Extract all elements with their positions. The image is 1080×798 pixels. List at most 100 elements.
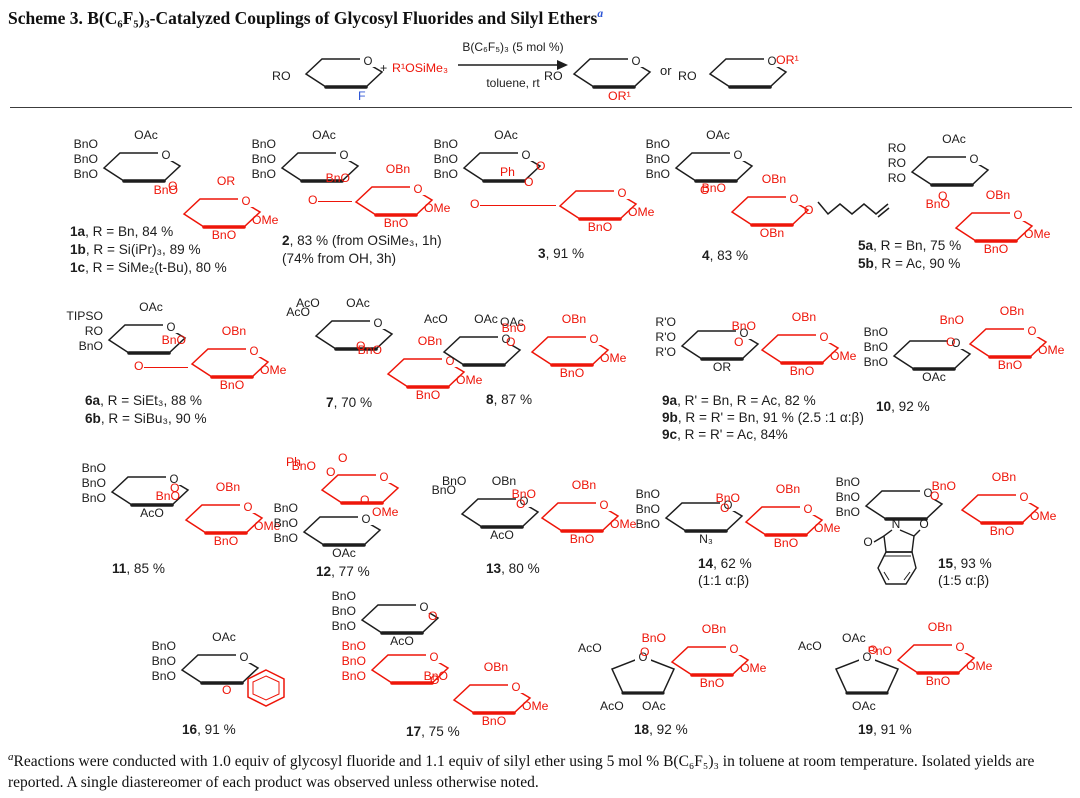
compound-17-sugar-ring-icon: O bbox=[358, 598, 442, 638]
substituent-label: OAc bbox=[494, 128, 518, 142]
scheme-divider-line bbox=[10, 107, 1072, 108]
substituent-label: BnO bbox=[997, 358, 1023, 372]
svg-text:O: O bbox=[804, 504, 813, 516]
compound-1-sugar-ring-icon: O bbox=[180, 192, 264, 232]
substituent-label: BnO bbox=[161, 333, 186, 347]
svg-text:O: O bbox=[740, 328, 749, 340]
substituent-label: OAc bbox=[346, 296, 370, 310]
substituent-label: BnO bbox=[635, 487, 660, 501]
silyl-ether-label: R¹OSiMe₃ bbox=[392, 61, 448, 75]
atom-label: O bbox=[430, 673, 440, 687]
title-footnote-marker: a bbox=[597, 8, 604, 21]
substituent-label: BnO bbox=[569, 532, 595, 546]
svg-text:O: O bbox=[768, 56, 777, 68]
substituent-label: BnO bbox=[635, 502, 660, 516]
substituent-label: RO bbox=[887, 171, 906, 185]
compound-12-sugar-ring-icon: O bbox=[300, 510, 384, 550]
svg-text:O: O bbox=[863, 652, 872, 664]
product2-pyranose-ring-icon: O bbox=[706, 52, 790, 92]
compound-7-caption: 7, 70 % bbox=[326, 395, 373, 410]
substituent-label: OR bbox=[216, 174, 236, 188]
substituent-label: BnO bbox=[863, 325, 888, 339]
substituent-label: BnO bbox=[983, 242, 1009, 256]
substituent-label: OBn bbox=[571, 478, 597, 492]
atom-label: AcO bbox=[600, 699, 624, 713]
substituent-label: OBn bbox=[999, 304, 1025, 318]
substituent-label: BnO bbox=[341, 654, 366, 668]
substituent-label: BnO bbox=[635, 517, 660, 531]
svg-text:O: O bbox=[242, 196, 251, 208]
substituent-label: AcO bbox=[140, 506, 164, 520]
svg-text:O: O bbox=[240, 652, 249, 664]
substituent-label: BnO bbox=[863, 355, 888, 369]
compound-2-sugar-ring-icon: O bbox=[278, 146, 362, 186]
svg-text:O: O bbox=[374, 318, 383, 330]
substituent-label: R'O bbox=[655, 315, 676, 329]
substituent-label: BnO bbox=[273, 531, 298, 545]
substituent-label: BnO bbox=[433, 167, 458, 181]
atom-label: O bbox=[168, 179, 178, 193]
phenyl-ring-icon bbox=[244, 668, 288, 708]
atom-label: O bbox=[170, 481, 180, 495]
substituent-label: OAc bbox=[212, 630, 236, 644]
substituent-label: OBn bbox=[775, 482, 801, 496]
product2-substituent-label: RO bbox=[678, 69, 697, 83]
substituent-label: R'O bbox=[655, 345, 676, 359]
compound-13-sugar-ring-icon: O bbox=[538, 496, 622, 536]
substituent-label: BnO bbox=[251, 137, 276, 151]
substituent-label: OMe bbox=[740, 661, 767, 675]
substituent-label: BnO bbox=[701, 181, 726, 195]
substituent-label: BnO bbox=[73, 167, 98, 181]
substituent-label: OMe bbox=[252, 213, 279, 227]
atom-label: O bbox=[720, 501, 730, 515]
substituent-label: BnO bbox=[835, 490, 860, 504]
compound-9-caption: 9a, R' = Bn, R = Ac, 82 % 9b, R = R' = Bn… bbox=[662, 393, 864, 442]
compound-3-sugar-ring-icon: O bbox=[460, 146, 544, 186]
svg-text:O: O bbox=[420, 602, 429, 614]
bond-line bbox=[318, 201, 352, 203]
substituent-label: AcO bbox=[286, 305, 310, 319]
bond-line bbox=[480, 205, 556, 207]
compound-14-sugar-ring-icon: O bbox=[662, 496, 746, 536]
substituent-label: BnO bbox=[835, 505, 860, 519]
substituent-label: OR bbox=[712, 360, 732, 374]
atom-label: O bbox=[524, 175, 534, 189]
substituent-label: BnO bbox=[81, 491, 106, 505]
compound-5-sugar-ring-icon: O bbox=[908, 150, 992, 190]
compound-15-caption: 15, 93 % (1:5 α:β) bbox=[938, 556, 992, 588]
plus-sign: + bbox=[380, 61, 388, 75]
svg-text:O: O bbox=[970, 154, 979, 166]
substituent-label: BnO bbox=[213, 534, 239, 548]
substituent-label: OBn bbox=[759, 226, 785, 240]
substituent-label: OMe bbox=[1024, 227, 1051, 241]
substituent-label: OMe bbox=[966, 659, 993, 673]
substituent-label: OMe bbox=[456, 373, 483, 387]
substituent-label: OBn bbox=[791, 310, 817, 324]
atom-label: O bbox=[506, 335, 516, 349]
substituent-label: OAc bbox=[474, 312, 498, 326]
substituent-label: OBn bbox=[991, 470, 1017, 484]
compound-13-caption: 13, 80 % bbox=[486, 561, 540, 576]
svg-text:O: O bbox=[170, 474, 179, 486]
substituent-label: AcO bbox=[424, 312, 448, 326]
substituent-label: OBn bbox=[701, 622, 727, 636]
substituent-label: BnO bbox=[331, 589, 356, 603]
svg-text:O: O bbox=[446, 356, 455, 368]
substituent-label: BnO bbox=[431, 483, 456, 497]
svg-text:O: O bbox=[724, 500, 733, 512]
compound-10-sugar-ring-icon: O bbox=[966, 322, 1050, 362]
phthalimide-group-icon: N O O bbox=[856, 514, 936, 592]
compound-14-sugar-ring-icon: O bbox=[742, 500, 826, 540]
substituent-label: BnO bbox=[433, 137, 458, 151]
substituent-label: R'O bbox=[655, 330, 676, 344]
substituent-label: OMe bbox=[522, 699, 549, 713]
compound-3-sugar-ring-icon: O bbox=[556, 184, 640, 224]
svg-text:N: N bbox=[892, 517, 901, 531]
substituent-label: BnO bbox=[989, 524, 1015, 538]
substituent-label: BnO bbox=[153, 183, 178, 197]
footnote: aReactions were conducted with 1.0 equiv… bbox=[8, 750, 1074, 793]
furanose-ring-icon: O bbox=[608, 652, 678, 698]
svg-text:O: O bbox=[1028, 326, 1037, 338]
substituent-label: BnO bbox=[383, 216, 409, 230]
